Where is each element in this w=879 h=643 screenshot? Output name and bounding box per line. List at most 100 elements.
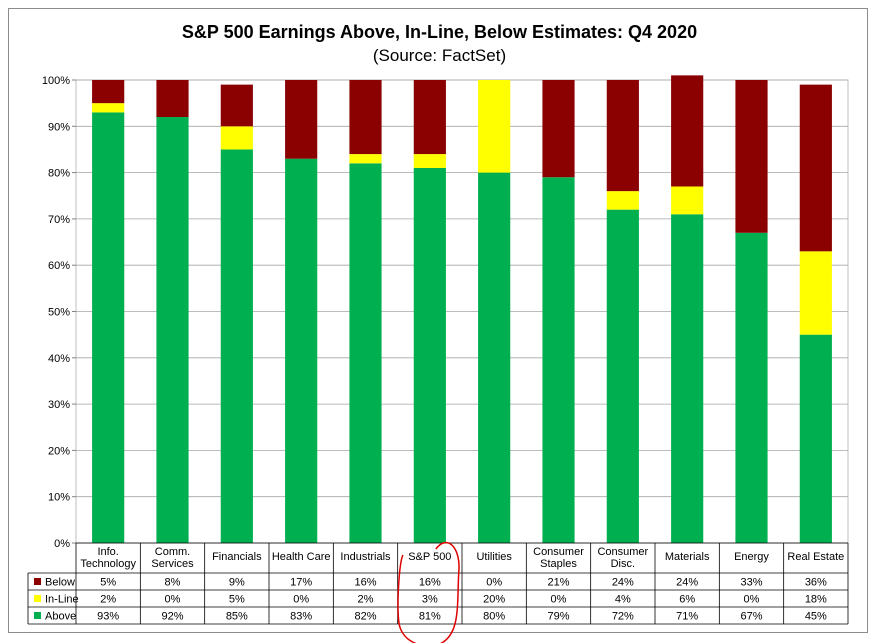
category-label: Consumer (533, 546, 584, 558)
data-table-value: 3% (422, 594, 438, 606)
category-label: Industrials (340, 551, 391, 563)
y-tick-label: 70% (48, 214, 70, 226)
data-table-value: 8% (165, 577, 181, 589)
category-label: Info. (97, 546, 118, 558)
y-tick-label: 0% (54, 538, 70, 550)
data-table-value: 79% (547, 611, 569, 623)
y-tick-label: 40% (48, 353, 70, 365)
category-label: Materials (665, 551, 710, 563)
chart-title: S&P 500 Earnings Above, In-Line, Below E… (181, 22, 698, 42)
bar-below (799, 84, 832, 252)
category-label: Health Care (272, 551, 331, 563)
data-table-value: 24% (612, 577, 634, 589)
data-table-value: 16% (419, 577, 441, 589)
data-table-value: 17% (290, 577, 312, 589)
category-label: Services (151, 558, 194, 570)
data-table-value: 18% (805, 594, 827, 606)
category-label: Energy (734, 551, 769, 563)
highlight-annotation (397, 541, 460, 643)
bar-above (285, 158, 318, 543)
data-table-value: 36% (805, 577, 827, 589)
bar-in-line (799, 251, 832, 335)
bar-above (220, 149, 253, 543)
y-tick-label: 90% (48, 121, 70, 133)
data-table-value: 71% (676, 611, 698, 623)
category-label: Staples (540, 558, 577, 570)
y-tick-label: 80% (48, 168, 70, 180)
legend-swatch-above (34, 612, 41, 619)
data-table-value: 2% (100, 594, 116, 606)
data-table-value: 0% (486, 577, 502, 589)
data-table-value: 0% (293, 594, 309, 606)
y-tick-label: 50% (48, 307, 70, 319)
data-table-value: 67% (740, 611, 762, 623)
data-table-value: 5% (100, 577, 116, 589)
data-table-value: 5% (229, 594, 245, 606)
bar-below (156, 80, 189, 118)
bar-below (220, 84, 253, 127)
category-label: Technology (80, 558, 136, 570)
bar-in-line (606, 191, 639, 210)
data-table-value: 92% (161, 611, 183, 623)
category-label: Financials (212, 551, 262, 563)
category-label: Consumer (597, 546, 648, 558)
data-table-value: 0% (551, 594, 567, 606)
bar-above (799, 334, 832, 543)
bar-above (606, 209, 639, 543)
bar-below (606, 80, 639, 192)
y-tick-label: 60% (48, 260, 70, 272)
legend-swatch-below (34, 578, 41, 585)
category-label: S&P 500 (408, 551, 451, 563)
legend-swatch-in-line (34, 595, 41, 602)
data-table-value: 4% (615, 594, 631, 606)
data-table-value: 72% (612, 611, 634, 623)
bar-in-line (92, 103, 125, 113)
bar-below (349, 80, 382, 155)
data-table-value: 83% (290, 611, 312, 623)
data-table-value: 6% (679, 594, 695, 606)
data-table-value: 45% (805, 611, 827, 623)
data-table-value: 21% (547, 577, 569, 589)
bar-above (671, 214, 704, 543)
bar-above (478, 172, 511, 543)
category-label: Real Estate (787, 551, 844, 563)
y-tick-label: 30% (48, 399, 70, 411)
bar-in-line (671, 186, 704, 215)
bar-in-line (478, 80, 511, 173)
data-table-value: 93% (97, 611, 119, 623)
y-tick-label: 10% (48, 492, 70, 504)
bar-in-line (220, 126, 253, 150)
data-table-value: 16% (354, 577, 376, 589)
data-table-value: 24% (676, 577, 698, 589)
y-tick-label: 100% (42, 75, 70, 87)
bar-above (413, 167, 446, 543)
bar-below (671, 75, 704, 187)
bar-above (735, 232, 768, 544)
data-table-value: 2% (358, 594, 374, 606)
bar-above (349, 163, 382, 543)
data-table-value: 85% (226, 611, 248, 623)
category-label: Comm. (155, 546, 190, 558)
data-table-value: 9% (229, 577, 245, 589)
category-label: Utilities (476, 551, 512, 563)
legend-label: Below (45, 577, 75, 589)
y-tick-label: 20% (48, 445, 70, 457)
bar-in-line (349, 154, 382, 164)
data-table-value: 80% (483, 611, 505, 623)
data-table-value: 33% (740, 577, 762, 589)
data-table-value: 0% (165, 594, 181, 606)
bar-below (285, 80, 318, 159)
bar-below (413, 80, 446, 155)
bar-above (156, 117, 189, 543)
bar-in-line (413, 154, 446, 168)
chart-subtitle: (Source: FactSet) (372, 46, 507, 65)
legend-label: Above (45, 611, 76, 623)
data-table-value: 82% (354, 611, 376, 623)
bar-below (735, 80, 768, 233)
data-table-value: 0% (744, 594, 760, 606)
bar-above (542, 177, 575, 544)
legend-label: In-Line (45, 594, 79, 606)
bar-above (92, 112, 125, 543)
data-table-value: 20% (483, 594, 505, 606)
